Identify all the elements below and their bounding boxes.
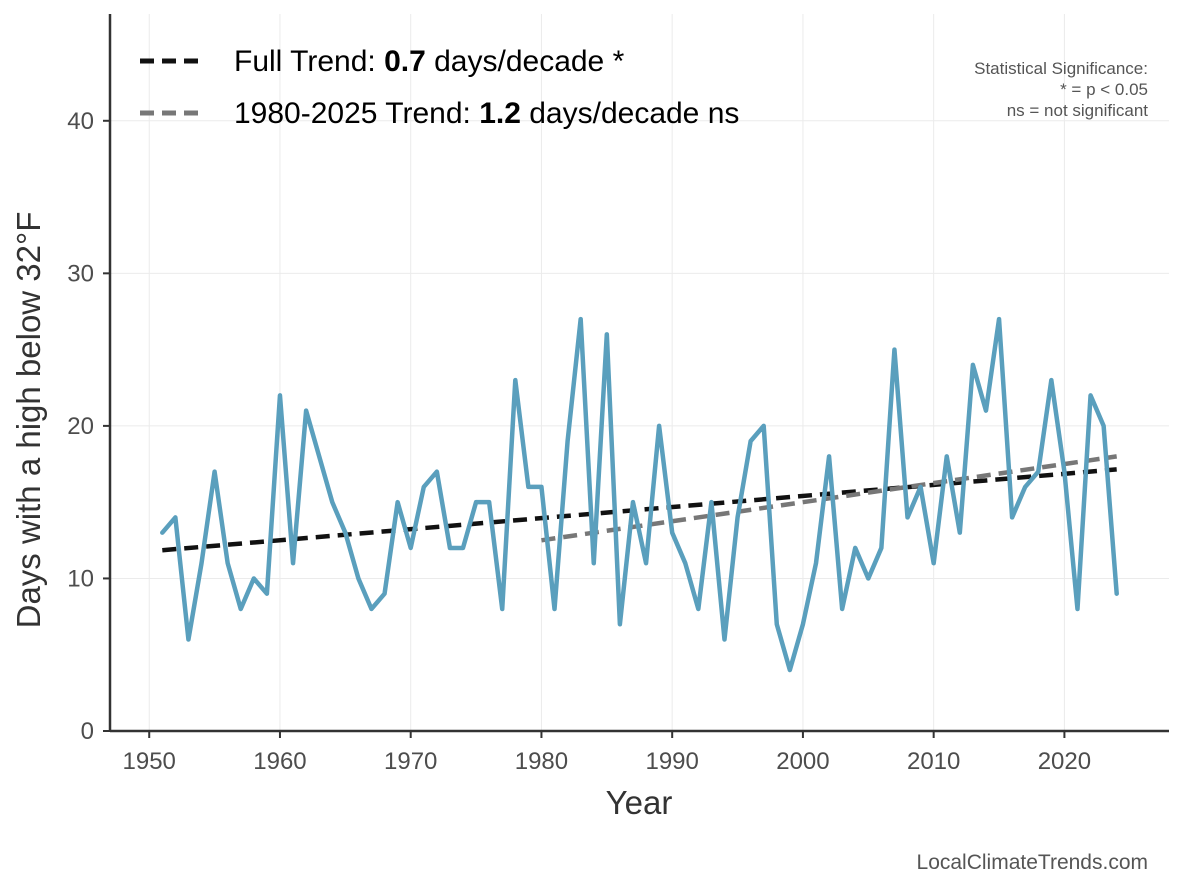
legend-label-recent-trend: 1980-2025 Trend: 1.2 days/decade ns — [234, 97, 739, 130]
y-tick-label: 40 — [67, 108, 94, 135]
credit-text: LocalClimateTrends.com — [917, 851, 1148, 874]
x-tick-label: 1970 — [384, 748, 437, 775]
legend-value-recent-trend: 1.2 — [479, 97, 521, 130]
x-ticks: 1950 1960 1970 1980 1990 2000 2010 2020 — [123, 731, 1091, 775]
x-axis-title: Year — [606, 784, 673, 821]
y-tick-label: 30 — [67, 260, 94, 287]
x-tick-label: 2010 — [907, 748, 960, 775]
significance-title: Statistical Significance: — [974, 59, 1148, 78]
x-tick-label: 1980 — [515, 748, 568, 775]
x-tick-label: 2000 — [776, 748, 829, 775]
y-tick-label: 10 — [67, 565, 94, 592]
y-axis-title: Days with a high below 32°F — [10, 212, 47, 629]
x-tick-label: 1960 — [253, 748, 306, 775]
axes — [108, 14, 1169, 733]
x-tick-label: 1950 — [123, 748, 176, 775]
x-tick-label: 2020 — [1038, 748, 1091, 775]
significance-star: * = p < 0.05 — [1060, 80, 1148, 99]
significance-ns: ns = not significant — [1007, 101, 1149, 120]
data-series — [160, 316, 1119, 673]
x-tick-label: 1990 — [645, 748, 698, 775]
full-trend-line — [162, 467, 1117, 553]
legend-label-full-trend: Full Trend: 0.7 days/decade * — [234, 45, 625, 78]
y-ticks: 0 10 20 30 40 — [67, 108, 110, 745]
significance-note: Statistical Significance: * = p < 0.05 n… — [974, 59, 1148, 120]
legend: Full Trend: 0.7 days/decade * 1980-2025 … — [140, 45, 739, 130]
series-line — [160, 316, 1119, 673]
legend-value-full-trend: 0.7 — [384, 45, 426, 78]
y-tick-label: 20 — [67, 413, 94, 440]
y-tick-label: 0 — [81, 718, 94, 745]
